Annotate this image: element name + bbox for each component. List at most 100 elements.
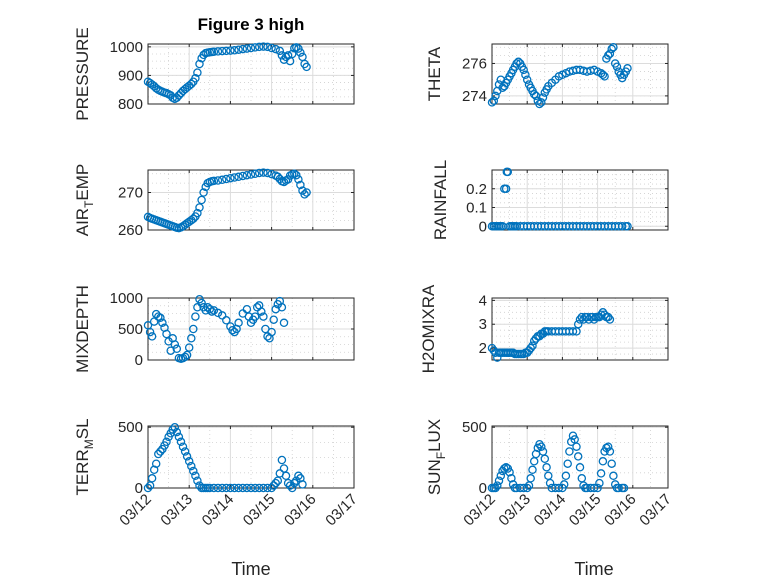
data-point [271,44,280,54]
data-point [521,70,530,80]
data-point [217,175,227,185]
data-point [184,457,194,466]
data-point [154,449,163,459]
data-point [529,90,539,99]
data-point [491,483,500,493]
data-point [292,170,301,180]
y-axis-label-part: EMP [73,164,92,201]
y-axis-label-subscript: F [434,452,448,459]
x-tick-label: 03/13 [495,491,534,530]
data-point [242,483,252,493]
y-tick-label: 0.1 [466,200,487,217]
figure-title: Figure 3 high [198,15,305,34]
data-point [573,319,583,329]
data-point [197,298,206,308]
data-point [619,483,629,493]
data-point [162,329,171,339]
y-axis-label-part: SUN [425,459,444,495]
data-point [217,483,227,493]
data-point [496,471,506,481]
data-point [250,43,260,52]
data-point [489,96,499,106]
data-point [494,476,504,485]
data-point [242,44,252,53]
axes-box [491,43,669,105]
data-point [290,169,299,179]
data-point [595,478,604,488]
data-point [205,304,215,314]
data-point [182,452,192,461]
data-point [257,307,266,316]
data-point [209,483,219,493]
data-point [187,334,196,343]
data-point [222,483,231,493]
data-point [191,312,200,321]
data-point [296,180,305,190]
data-point [226,46,235,55]
data-point [596,469,606,478]
data-point [195,59,204,69]
data-point [145,327,155,337]
data-point [290,478,299,488]
subplot-3: 260 270 AIRTEMP [73,164,355,239]
data-point [193,68,202,77]
data-point [242,304,252,314]
data-point [246,170,256,179]
data-point [503,167,513,177]
x-axis-label-right: Time [574,559,613,579]
x-tick-label: 03/15 [566,491,605,530]
y-tick-label: 0 [135,352,143,369]
subplot-8: 050003/1203/1303/1403/1503/1603/17SUNFLU… [425,419,675,530]
data-point [298,480,307,489]
data-point [180,352,190,362]
data-point [559,480,569,489]
data-point [545,478,555,488]
data-point [230,173,239,182]
y-tick-label: 270 [118,185,143,202]
data-point [263,168,272,178]
data-point [170,340,180,349]
data-point [269,481,278,490]
data-point [195,203,204,212]
data-point [287,483,297,493]
data-point [234,318,243,328]
data-point [176,437,186,447]
data-point [294,471,303,481]
data-point [234,483,243,493]
y-tick-label: 0 [479,218,487,235]
data-point [505,467,514,477]
data-point [184,343,194,352]
y-axis-label-part: TERR [73,449,92,495]
data-point [250,169,260,179]
data-point [603,442,613,451]
data-point [213,483,223,493]
data-point [187,461,196,471]
data-point [172,93,182,102]
y-axis-label-part: LUX [425,419,444,452]
subplot-6: 2 3 4 H2OMIXRA [419,284,669,373]
data-point [147,332,157,341]
data-point [605,315,615,324]
data-point [287,49,297,59]
data-point [623,222,632,231]
y-tick-label: 0 [479,480,487,497]
subplot-2: 274 276 THETA [425,42,669,109]
data-point [205,483,215,493]
data-point [603,312,613,322]
data-point [271,478,280,488]
data-point [213,176,223,185]
data-point [277,51,287,60]
data-point [246,483,256,493]
y-axis-label: H2OMIXRA [419,284,438,373]
data-point [491,91,500,101]
data-point [522,483,532,493]
data-point [170,422,180,432]
data-point [607,44,616,54]
data-point [296,48,305,57]
data-point [178,442,188,451]
y-tick-label: 500 [118,321,143,338]
data-point [269,315,278,324]
data-point [598,457,608,466]
